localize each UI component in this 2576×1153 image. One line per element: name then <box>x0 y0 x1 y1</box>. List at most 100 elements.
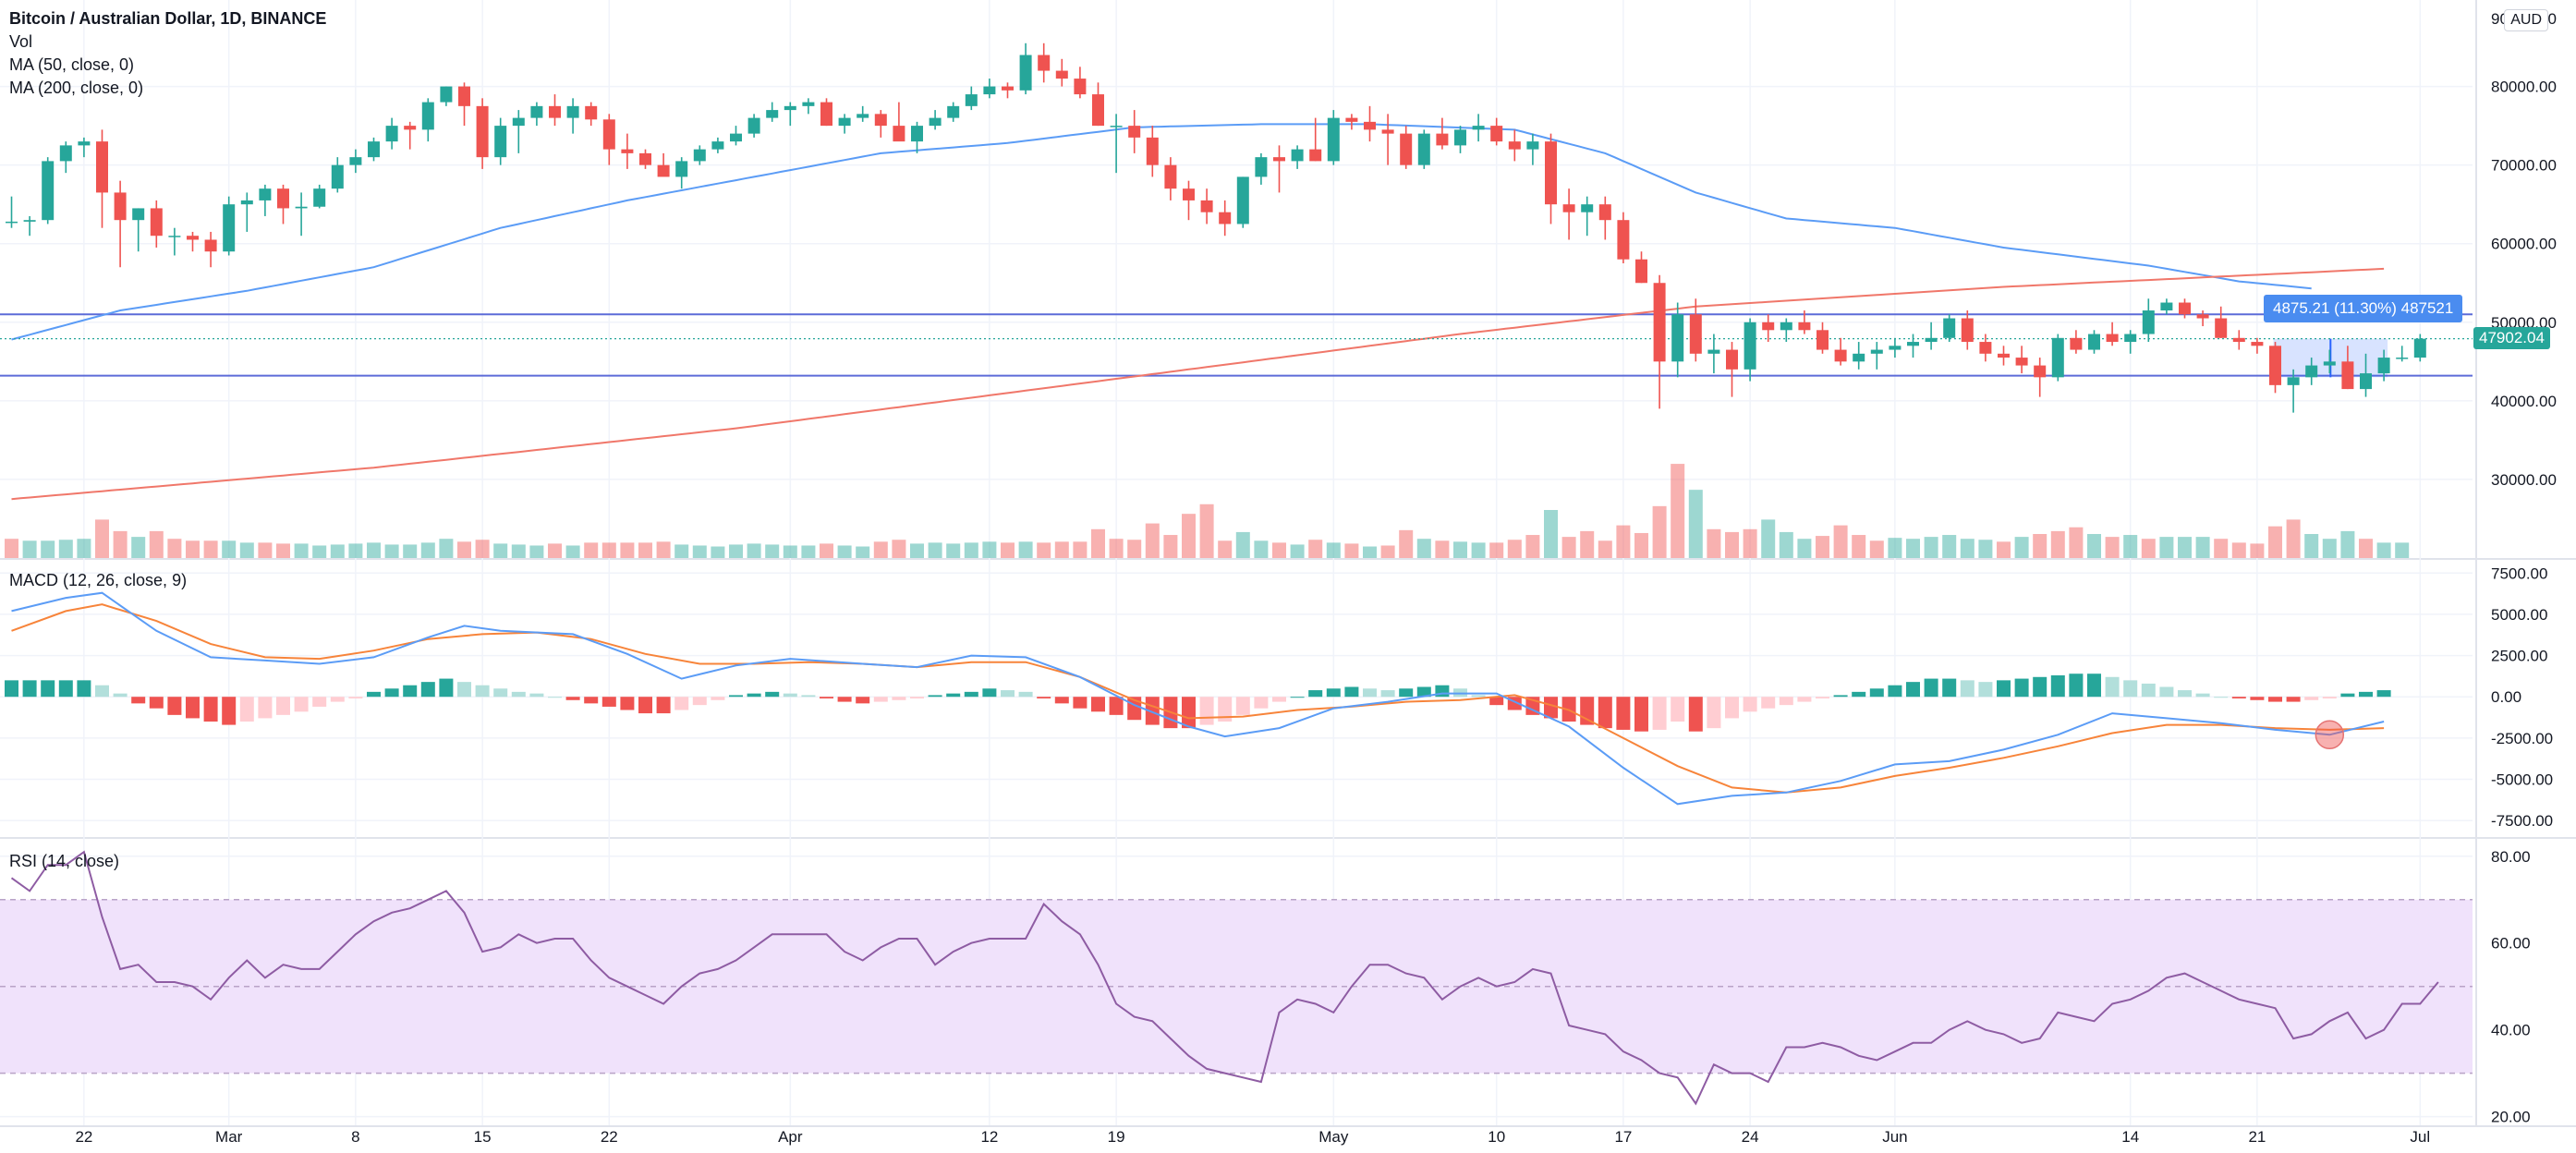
macd-histogram-bar <box>1109 697 1124 715</box>
time-tick-label: 10 <box>1488 1128 1505 1146</box>
volume-bar <box>1797 539 1812 558</box>
macd-histogram-bar <box>1290 697 1305 698</box>
macd-indicator-label[interactable]: MACD (12, 26, close, 9) <box>9 571 188 589</box>
macd-histogram-bar <box>1001 690 1015 698</box>
candle-body <box>711 141 724 150</box>
candle-body <box>476 105 489 158</box>
volume-bar <box>1489 542 1504 558</box>
volume-bar <box>2231 542 2246 558</box>
currency-badge[interactable]: AUD <box>2504 9 2548 31</box>
macd-histogram-bar <box>403 685 418 698</box>
rsi-indicator-label[interactable]: RSI (14, close) <box>9 852 120 870</box>
macd-histogram-bar <box>964 691 978 698</box>
candle-body <box>1707 349 1720 354</box>
price-range-measure[interactable] <box>0 338 2473 378</box>
candle-body <box>1508 141 1521 150</box>
macd-cross-marker <box>2315 720 2345 750</box>
candle-body <box>2269 346 2281 385</box>
macd-histogram-bar <box>1199 697 1214 725</box>
macd-histogram-bar <box>1888 685 1902 698</box>
macd-histogram-bar <box>330 697 345 702</box>
macd-histogram-bar <box>656 697 671 714</box>
candle-body <box>1200 200 1213 212</box>
volume-bar <box>1707 528 1721 558</box>
candle-body <box>549 105 561 118</box>
volume-bar <box>856 546 870 558</box>
candle-body <box>1889 346 1902 350</box>
volume-bar <box>2087 534 2101 558</box>
macd-histogram-bar <box>565 697 580 700</box>
volume-bar <box>131 537 146 558</box>
macd-histogram-bar <box>1073 697 1088 709</box>
volume-bar <box>186 540 200 558</box>
candle-body <box>259 188 272 200</box>
volume-bar <box>1960 539 1975 558</box>
volume-bar <box>1471 542 1486 558</box>
candle-body <box>784 105 796 111</box>
volume-bar <box>1616 525 1631 558</box>
candle-body <box>1870 349 1883 354</box>
candle-body <box>1381 129 1394 134</box>
rsi-band <box>0 899 2473 1074</box>
volume-bar <box>565 545 580 558</box>
macd-histogram-bar <box>638 697 652 714</box>
volume-bar <box>783 545 797 558</box>
volume-bar <box>2069 527 2084 558</box>
rsi-tick-label: 60.00 <box>2491 935 2531 953</box>
macd-histogram-bar <box>312 697 327 707</box>
candle-body <box>1671 314 1684 362</box>
candle-body <box>1635 259 1647 284</box>
volume-bar <box>1852 535 1866 558</box>
volume-bar <box>2322 539 2337 558</box>
candle-body <box>1853 353 1865 362</box>
volume-bar <box>638 542 652 558</box>
candle-body <box>385 126 398 142</box>
candle-body <box>1490 126 1503 142</box>
candle-body <box>1400 133 1413 165</box>
ma50-line <box>11 123 2312 341</box>
candle-body <box>1291 149 1304 162</box>
ma200-indicator-label[interactable]: MA (200, close, 0) <box>9 79 144 97</box>
candle-body <box>1219 212 1232 225</box>
candle-body <box>1943 318 1956 338</box>
volume-bar <box>1127 540 1142 558</box>
ma50-indicator-label[interactable]: MA (50, close, 0) <box>9 55 135 74</box>
volume-bar <box>873 541 888 558</box>
candle-body <box>404 126 417 130</box>
candle-body <box>349 157 362 165</box>
macd-histogram-bar <box>475 685 490 698</box>
volume-bar <box>1272 542 1286 558</box>
candle-body <box>693 149 706 162</box>
candle-body <box>1744 322 1756 370</box>
macd-histogram-bar <box>729 695 743 698</box>
macd-histogram-bar <box>1416 686 1431 698</box>
candle-body <box>1364 121 1376 130</box>
volume-bar <box>77 539 91 558</box>
macd-histogram-bar <box>837 697 852 702</box>
macd-histogram-bar <box>186 697 200 719</box>
volume-bar <box>2395 542 2410 558</box>
volume-bar <box>1725 531 1739 558</box>
volume-bar <box>910 543 924 558</box>
macd-histogram-bar <box>2322 697 2337 698</box>
volume-bar <box>1561 537 1576 558</box>
macd-histogram-bar <box>1580 697 1595 725</box>
symbol-title[interactable]: Bitcoin / Australian Dollar, 1D, BINANCE <box>9 9 327 28</box>
candle-body <box>766 110 779 118</box>
volume-bar <box>1942 535 1957 558</box>
volume-bar <box>729 544 743 558</box>
macd-tick-label: 2500.00 <box>2491 648 2547 665</box>
volume-bar <box>1544 510 1558 558</box>
rsi-pane <box>10 850 2439 1106</box>
volume-bar <box>1924 537 1938 558</box>
candle-body <box>1961 318 1974 343</box>
macd-histogram-bar <box>1852 691 1866 698</box>
macd-histogram-bar <box>294 697 309 712</box>
macd-tick-label: 5000.00 <box>2491 606 2547 624</box>
volume-indicator-label[interactable]: Vol <box>9 32 33 51</box>
macd-histogram-bar <box>2376 690 2391 698</box>
candle-body <box>802 102 815 106</box>
candle-body <box>1998 353 2010 358</box>
volume-bar <box>384 544 399 558</box>
